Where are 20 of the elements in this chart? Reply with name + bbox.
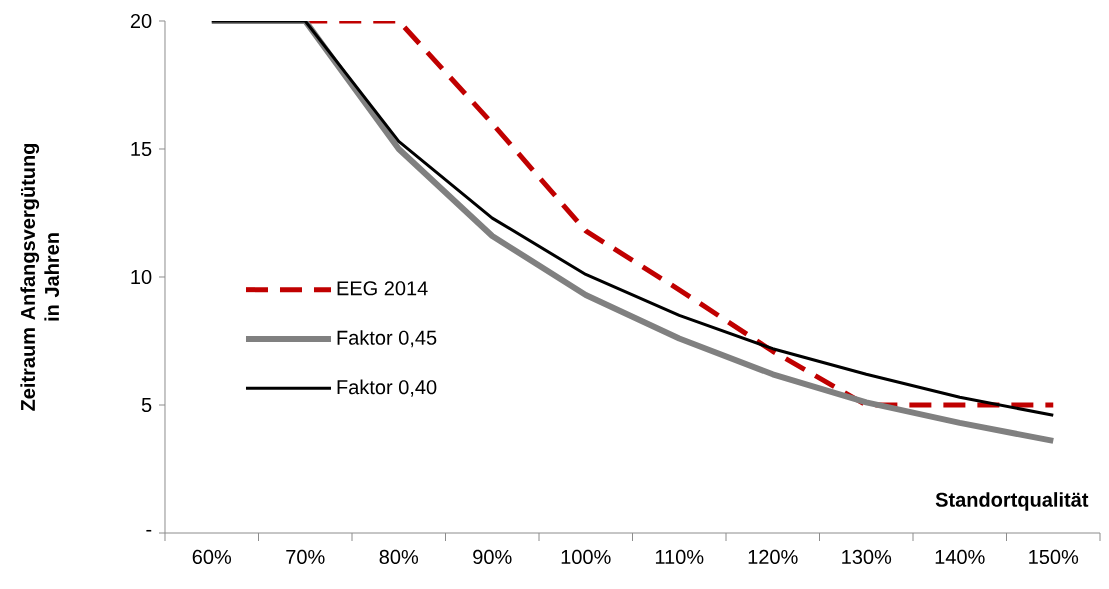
x-tick-label: 140% [935, 549, 985, 565]
legend-label: Faktor 0,40 [337, 379, 437, 397]
x-tick-label: 100% [561, 549, 611, 565]
y-tick-label: 15 [131, 142, 152, 156]
y-tick-label: 20 [130, 13, 152, 29]
legend-label: EEG 2014 [337, 281, 428, 296]
x-tick-label: 60% [192, 549, 232, 565]
x-tick-label: 90% [473, 549, 512, 565]
x-tick-label: 70% [286, 549, 325, 565]
y-tick-label: - [146, 529, 152, 532]
x-tick-label: 150% [1029, 549, 1079, 565]
y-tick-label: 10 [131, 269, 152, 285]
x-tick-label: 110% [655, 549, 704, 565]
x-tick-label: 80% [379, 549, 419, 565]
x-axis-title: Standortqualität [935, 492, 1089, 511]
y-axis-title: Zeitraum Anfangsvergütung in Jahren [20, 143, 60, 411]
legend-label: Faktor 0,45 [337, 330, 437, 348]
x-tick-label: 120% [748, 549, 798, 565]
x-tick-label: 130% [842, 549, 892, 565]
y-tick-label: 5 [141, 398, 152, 412]
